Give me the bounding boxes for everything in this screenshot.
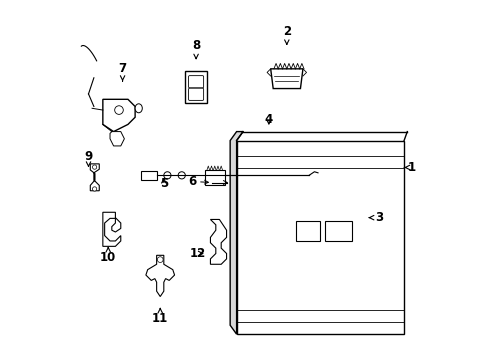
Polygon shape — [210, 220, 226, 264]
Bar — [325, 221, 351, 241]
Polygon shape — [236, 140, 403, 334]
Text: 12: 12 — [189, 247, 205, 260]
Text: 9: 9 — [84, 150, 92, 166]
Text: 3: 3 — [368, 211, 382, 224]
FancyBboxPatch shape — [188, 88, 203, 100]
Text: 11: 11 — [152, 309, 168, 325]
Circle shape — [163, 172, 171, 179]
Polygon shape — [270, 69, 303, 89]
Circle shape — [92, 165, 97, 169]
FancyBboxPatch shape — [188, 76, 203, 88]
Text: 10: 10 — [100, 247, 116, 264]
Bar — [204, 170, 224, 185]
Polygon shape — [145, 255, 174, 297]
Circle shape — [115, 106, 123, 114]
Ellipse shape — [135, 104, 142, 113]
Circle shape — [178, 172, 185, 179]
Text: 1: 1 — [404, 161, 414, 174]
Text: 4: 4 — [264, 113, 272, 126]
Circle shape — [157, 257, 163, 262]
Text: 5: 5 — [160, 177, 167, 190]
Circle shape — [92, 187, 97, 191]
Polygon shape — [230, 132, 243, 334]
Bar — [185, 71, 206, 103]
Text: 7: 7 — [118, 62, 126, 81]
Text: 8: 8 — [192, 39, 200, 59]
Polygon shape — [102, 212, 121, 246]
Polygon shape — [90, 164, 99, 191]
Text: 2: 2 — [282, 25, 290, 44]
Bar — [140, 171, 156, 180]
Polygon shape — [110, 132, 124, 146]
Polygon shape — [102, 99, 135, 132]
Text: 6: 6 — [188, 175, 196, 188]
Bar — [296, 221, 319, 241]
